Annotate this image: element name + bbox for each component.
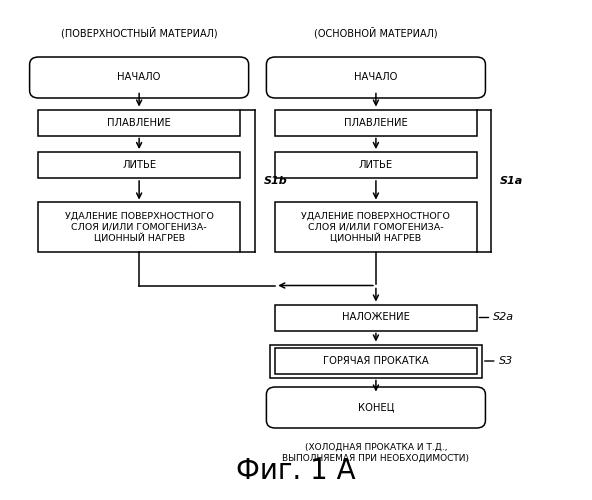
FancyBboxPatch shape	[275, 202, 477, 252]
Text: НАЧАЛО: НАЧАЛО	[354, 72, 398, 83]
Text: S3: S3	[498, 356, 513, 366]
Text: S1b: S1b	[263, 176, 287, 186]
Text: ЛИТЬЕ: ЛИТЬЕ	[122, 160, 156, 170]
FancyBboxPatch shape	[270, 344, 482, 378]
Text: S2a: S2a	[493, 312, 514, 322]
Text: Фиг. 1 А: Фиг. 1 А	[236, 457, 356, 485]
Text: ПЛАВЛЕНИЕ: ПЛАВЛЕНИЕ	[107, 118, 171, 128]
Text: КОНЕЦ: КОНЕЦ	[358, 402, 394, 412]
Text: S1a: S1a	[500, 176, 523, 186]
Text: НАЛОЖЕНИЕ: НАЛОЖЕНИЕ	[342, 312, 410, 322]
Text: ГОРЯЧАЯ ПРОКАТКА: ГОРЯЧАЯ ПРОКАТКА	[323, 356, 429, 366]
FancyBboxPatch shape	[275, 152, 477, 178]
FancyBboxPatch shape	[275, 110, 477, 136]
Text: (ХОЛОДНАЯ ПРОКАТКА И Т.Д.,
ВЫПОЛНЯЕМАЯ ПРИ НЕОБХОДИМОСТИ): (ХОЛОДНАЯ ПРОКАТКА И Т.Д., ВЫПОЛНЯЕМАЯ П…	[282, 443, 469, 462]
Text: УДАЛЕНИЕ ПОВЕРХНОСТНОГО
СЛОЯ И/ИЛИ ГОМОГЕНИЗА-
ЦИОННЫЙ НАГРЕВ: УДАЛЕНИЕ ПОВЕРХНОСТНОГО СЛОЯ И/ИЛИ ГОМОГ…	[301, 212, 451, 243]
Text: (ПОВЕРХНОСТНЫЙ МАТЕРИАЛ): (ПОВЕРХНОСТНЫЙ МАТЕРИАЛ)	[61, 26, 217, 38]
Text: (ОСНОВНОЙ МАТЕРИАЛ): (ОСНОВНОЙ МАТЕРИАЛ)	[314, 26, 437, 38]
Text: УДАЛЕНИЕ ПОВЕРХНОСТНОГО
СЛОЯ И/ИЛИ ГОМОГЕНИЗА-
ЦИОННЫЙ НАГРЕВ: УДАЛЕНИЕ ПОВЕРХНОСТНОГО СЛОЯ И/ИЛИ ГОМОГ…	[65, 212, 214, 243]
FancyBboxPatch shape	[38, 152, 240, 178]
FancyBboxPatch shape	[275, 304, 477, 330]
Text: НАЧАЛО: НАЧАЛО	[117, 72, 161, 83]
FancyBboxPatch shape	[266, 387, 485, 428]
Text: ПЛАВЛЕНИЕ: ПЛАВЛЕНИЕ	[344, 118, 408, 128]
FancyBboxPatch shape	[266, 57, 485, 98]
FancyBboxPatch shape	[275, 348, 477, 374]
FancyBboxPatch shape	[30, 57, 249, 98]
FancyBboxPatch shape	[38, 110, 240, 136]
FancyBboxPatch shape	[38, 202, 240, 252]
Text: ЛИТЬЕ: ЛИТЬЕ	[359, 160, 393, 170]
